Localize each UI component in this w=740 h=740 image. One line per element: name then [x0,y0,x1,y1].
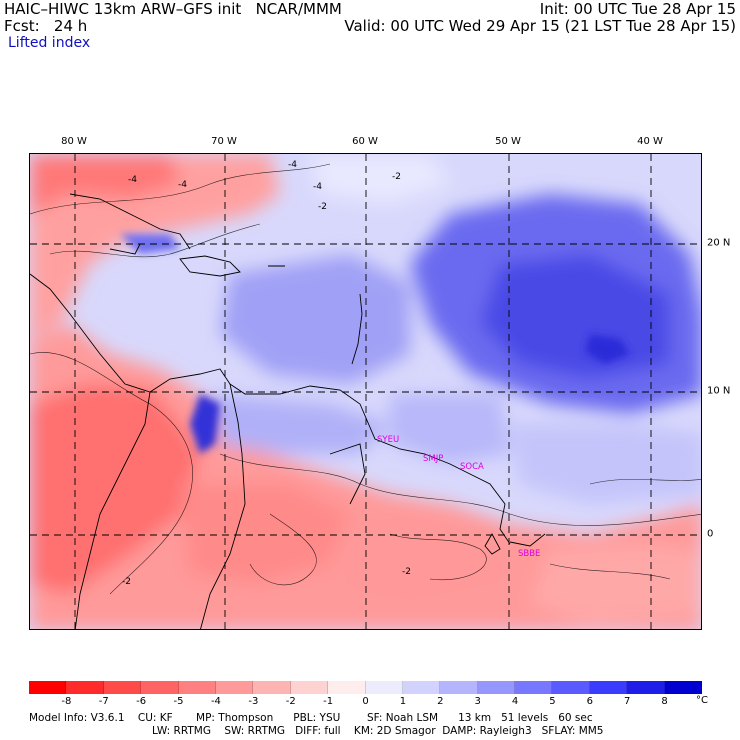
lifted-index-map: -4 -4 -4 -4 -2 -2 -2 -2 SYEU SMJP SOCA S… [29,153,702,630]
station-soca: SOCA [460,462,484,472]
init-time: Init: 00 UTC Tue 28 Apr 15 [539,0,736,18]
colorbar-tick-label: -7 [98,696,109,707]
colorbar-segment [552,681,590,694]
contour-label: -4 [178,180,187,190]
contour-value-labels: -4 -4 -4 -4 -2 -2 -2 -2 [122,160,411,587]
colorbar-tick-label: 7 [624,696,631,707]
colorbar-segment [515,681,553,694]
lon-label: 80 W [61,136,87,147]
contour-label: -4 [313,182,322,192]
lat-label: 10 N [707,385,731,397]
grid-lines [30,154,701,629]
valid-time: Valid: 00 UTC Wed 29 Apr 15 (21 LST Tue … [344,17,736,35]
field-name: Lifted index [8,35,91,51]
colorbar-tick-label: 2 [437,696,444,707]
colorbar-tick-label: -1 [323,696,334,707]
contour-label: -2 [392,172,401,182]
colorbar-segment [178,681,216,694]
lon-label: 40 W [637,136,663,147]
colorbar-tick-label: 1 [399,696,407,707]
colorbar-segment [365,681,403,694]
colorbar-tick-label: 8 [661,696,668,707]
colorbar-tick-label: 4 [511,696,519,707]
contour-lines [30,163,701,595]
colorbar [29,681,703,694]
model-title: HAIC–HIWC 13km ARW–GFS init NCAR/MMM [4,0,342,18]
station-smjp: SMJP [423,454,443,464]
colorbar-tick-label: 3 [474,696,481,707]
colorbar-segment [103,681,142,694]
lat-label: 0 [707,528,714,540]
colorbar-tick-label: -4 [210,696,221,707]
forecast-hour: Fcst: 24 h [4,17,88,35]
colorbar-unit: °C [696,695,708,706]
lon-label: 50 W [495,136,521,147]
colorbar-segment [253,681,291,694]
coastlines [30,193,546,629]
colorbar-segment [627,681,665,694]
colorbar-segment [589,681,628,694]
colorbar-segment [328,681,366,694]
colorbar-tick-label: 5 [549,696,556,707]
model-info-line-1: Model Info: V3.6.1 CU: KF MP: Thompson P… [29,712,593,724]
colorbar-segment [477,681,516,694]
contour-label: -2 [122,577,131,587]
colorbar-segment [664,681,703,694]
contour-label: -4 [288,160,297,170]
colorbar-tick-label: -6 [136,696,147,707]
lon-label: 70 W [211,136,237,147]
colorbar-tick-label: 0 [362,696,369,707]
colorbar-segment [66,681,104,694]
station-syeu: SYEU [377,435,399,445]
colorbar-segment [29,681,67,694]
lat-label: 20 N [707,237,731,249]
colorbar-segment [440,681,478,694]
colorbar-tick-label: -3 [248,696,259,707]
station-labels: SYEU SMJP SOCA SBBE [377,435,540,559]
colorbar-segment [141,681,179,694]
colorbar-tick-label: 6 [586,696,594,707]
contour-label: -2 [318,202,327,212]
colorbar-segment [215,681,254,694]
colorbar-tick-label: -8 [61,696,72,707]
contour-label: -2 [402,567,411,577]
colorbar-tick-label: -5 [173,696,184,707]
colorbar-segment [402,681,441,694]
contour-label: -4 [128,175,137,185]
colorbar-segment [290,681,329,694]
map-canvas: -4 -4 -4 -4 -2 -2 -2 -2 SYEU SMJP SOCA S… [30,154,701,629]
lon-label: 60 W [352,136,378,147]
model-info-line-2: LW: RRTMG SW: RRTMG DIFF: full KM: 2D Sm… [152,725,604,737]
colorbar-tick-label: -2 [285,696,296,707]
shaded-field [30,154,701,629]
station-sbbe: SBBE [518,549,540,559]
